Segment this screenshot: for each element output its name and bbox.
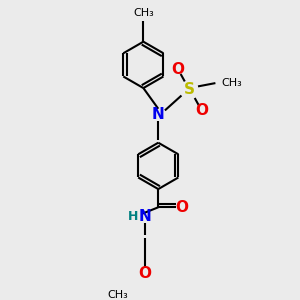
Text: O: O xyxy=(139,266,152,281)
Text: N: N xyxy=(139,209,152,224)
Text: CH₃: CH₃ xyxy=(108,290,128,300)
Text: O: O xyxy=(175,200,188,215)
Text: CH₃: CH₃ xyxy=(221,78,242,88)
Text: O: O xyxy=(171,61,184,76)
Text: O: O xyxy=(196,103,209,118)
Text: CH₃: CH₃ xyxy=(133,8,154,18)
Text: N: N xyxy=(152,107,165,122)
Text: S: S xyxy=(184,82,195,97)
Text: H: H xyxy=(128,210,139,223)
